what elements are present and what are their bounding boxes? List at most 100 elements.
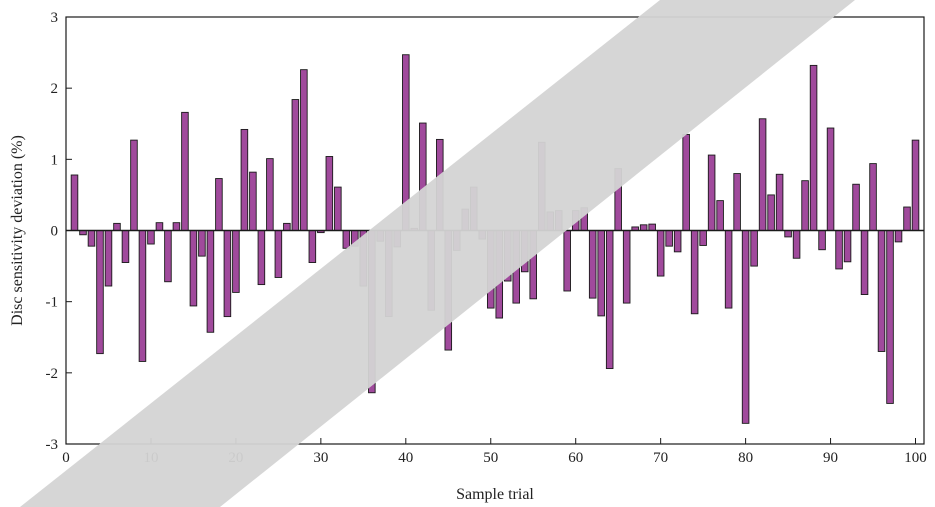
bar <box>240 128 249 231</box>
bar <box>843 230 852 263</box>
bar <box>784 230 792 238</box>
y-tick-label: -1 <box>46 295 59 311</box>
bar <box>283 222 291 231</box>
bar <box>852 183 860 231</box>
bar <box>750 230 758 267</box>
bar <box>453 230 461 251</box>
x-axis-label: Sample trial <box>456 486 534 503</box>
x-tick-label: 90 <box>823 450 838 466</box>
bar <box>801 180 809 231</box>
bar <box>419 122 427 231</box>
bar <box>563 230 571 292</box>
bar <box>571 210 580 231</box>
x-tick-label: 30 <box>313 450 328 466</box>
bar <box>181 111 189 231</box>
bar <box>147 230 155 245</box>
bar <box>368 230 376 394</box>
bar <box>172 222 181 231</box>
x-tick-label: 70 <box>653 450 668 466</box>
bar <box>639 224 648 231</box>
y-axis-ticks: -3 -2 -1 0 1 2 3 <box>46 10 72 453</box>
y-tick-label: 1 <box>51 152 59 168</box>
bar <box>215 178 223 231</box>
y-tick-label: -3 <box>46 437 59 453</box>
bar <box>266 158 274 231</box>
bar <box>877 230 886 352</box>
bar <box>402 54 410 231</box>
bar <box>138 230 147 362</box>
bar <box>835 230 843 270</box>
bar <box>699 230 707 246</box>
bar <box>376 230 385 242</box>
bar-series <box>70 54 920 424</box>
bar <box>716 200 724 231</box>
bar <box>257 230 266 286</box>
y-tick-label: 3 <box>51 10 59 26</box>
bar <box>249 171 257 231</box>
y-axis-label: Disc sensitivity deviation (%) <box>9 135 26 326</box>
bar <box>614 168 622 231</box>
bar <box>308 230 317 263</box>
bar <box>733 173 741 231</box>
bar <box>537 141 546 231</box>
bar <box>673 230 682 253</box>
bar <box>622 230 631 304</box>
x-tick-label: 20 <box>228 450 243 466</box>
bar <box>826 127 835 231</box>
bar <box>724 230 733 309</box>
bar <box>860 230 869 296</box>
bar <box>155 222 164 231</box>
bar <box>70 174 79 231</box>
bar <box>648 223 656 231</box>
bar <box>385 230 393 318</box>
bar <box>470 186 478 231</box>
bar <box>478 230 487 240</box>
y-tick-label: -2 <box>46 366 59 382</box>
bar <box>554 210 563 231</box>
bar <box>894 230 903 243</box>
bar <box>495 230 504 319</box>
bar <box>588 230 597 299</box>
bar <box>113 222 121 231</box>
bar <box>503 230 512 282</box>
bar <box>580 207 588 231</box>
x-tick-label: 80 <box>738 450 753 466</box>
x-axis-ticks: 0 10 20 30 40 50 60 70 80 90 100 <box>62 438 927 466</box>
bar <box>656 230 665 277</box>
bar <box>690 230 699 315</box>
bar <box>707 154 716 231</box>
x-tick-label: 40 <box>398 450 413 466</box>
bar <box>486 230 495 309</box>
bar <box>741 230 750 424</box>
bar <box>223 230 232 318</box>
bar <box>342 230 351 249</box>
bar <box>96 230 104 355</box>
bar <box>546 211 554 231</box>
bar <box>189 230 198 307</box>
bar <box>436 138 444 231</box>
bar <box>232 230 240 293</box>
bar <box>427 230 436 311</box>
bar <box>520 230 529 273</box>
bar <box>886 230 894 404</box>
bar <box>164 230 172 283</box>
bar <box>325 156 334 231</box>
bar <box>818 230 826 251</box>
bar <box>682 133 690 231</box>
bar <box>869 163 877 231</box>
x-tick-label: 60 <box>568 450 583 466</box>
bar <box>291 99 300 231</box>
bar <box>911 139 920 231</box>
y-tick-label: 0 <box>51 224 59 240</box>
bar <box>792 230 801 259</box>
x-tick-label: 10 <box>143 450 158 466</box>
bar <box>512 230 520 304</box>
bar <box>274 230 283 278</box>
bar <box>775 173 784 231</box>
bar <box>359 230 368 287</box>
y-tick-label: 2 <box>51 81 59 97</box>
bar <box>903 206 911 231</box>
bar <box>334 186 342 231</box>
bar <box>87 230 96 247</box>
x-tick-label: 0 <box>62 450 70 466</box>
